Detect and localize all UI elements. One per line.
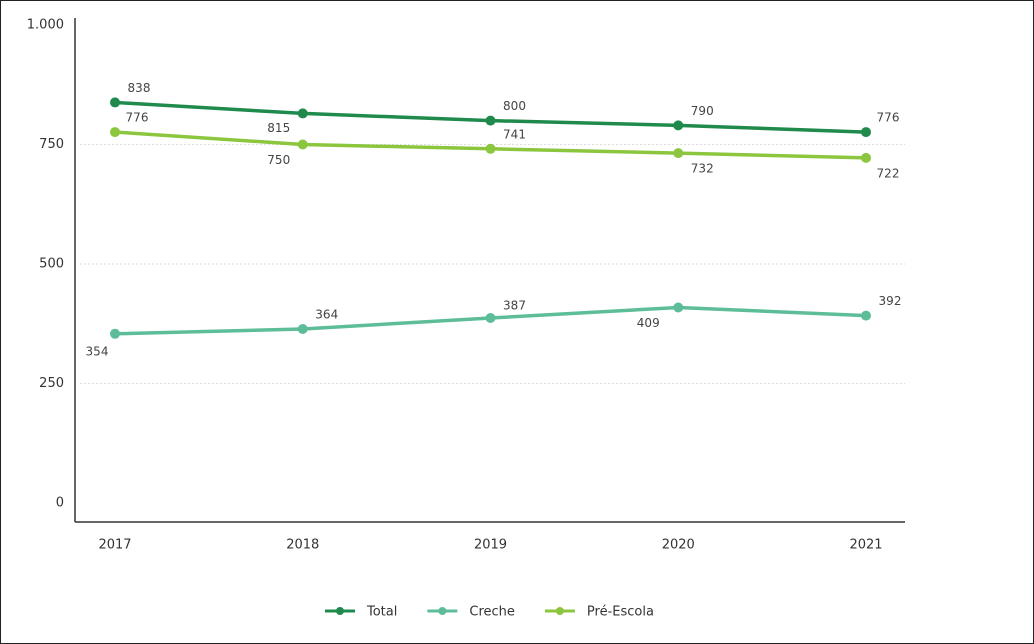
value-label: 387: [503, 299, 526, 313]
y-tick-label: 500: [39, 257, 64, 272]
point: [297, 108, 308, 119]
value-label: 750: [267, 153, 290, 167]
x-tick-label: 2018: [286, 538, 319, 553]
point: [485, 115, 496, 126]
value-label: 741: [503, 127, 526, 141]
point: [673, 148, 684, 159]
value-label: 800: [503, 99, 526, 113]
point: [673, 120, 684, 131]
value-label: 409: [637, 316, 660, 330]
value-label: 732: [691, 162, 714, 176]
point: [485, 313, 496, 324]
x-tick-label: 2019: [474, 538, 507, 553]
y-tick-label: 250: [39, 376, 64, 391]
x-tick-label: 2021: [849, 538, 882, 553]
point: [110, 127, 120, 138]
value-label: 776: [126, 111, 149, 125]
legend-marker: [336, 607, 344, 615]
value-label: 815: [267, 121, 290, 135]
legend-marker: [555, 607, 564, 615]
value-label: 776: [877, 111, 900, 125]
value-label: 722: [877, 166, 900, 180]
value-label: 364: [315, 308, 338, 322]
point: [861, 310, 871, 321]
x-tick-label: 2020: [662, 538, 695, 553]
legend-marker: [438, 607, 447, 615]
point: [110, 97, 120, 108]
point: [861, 127, 871, 138]
value-label: 838: [128, 81, 151, 95]
y-tick-label: 1.000: [27, 18, 64, 33]
point: [297, 324, 308, 335]
point: [673, 302, 684, 313]
legend-label: Pré-Escola: [587, 605, 654, 620]
value-label: 354: [86, 344, 109, 358]
legend-label: Creche: [469, 605, 515, 620]
point: [297, 139, 308, 150]
y-tick-label: 750: [39, 137, 64, 152]
point: [485, 143, 496, 154]
point: [110, 328, 120, 339]
x-tick-label: 2017: [98, 538, 131, 553]
legend-label: Total: [366, 605, 397, 620]
point: [861, 152, 871, 163]
y-tick-label: 0: [56, 496, 64, 511]
value-label: 790: [691, 104, 714, 118]
value-label: 392: [879, 294, 902, 308]
